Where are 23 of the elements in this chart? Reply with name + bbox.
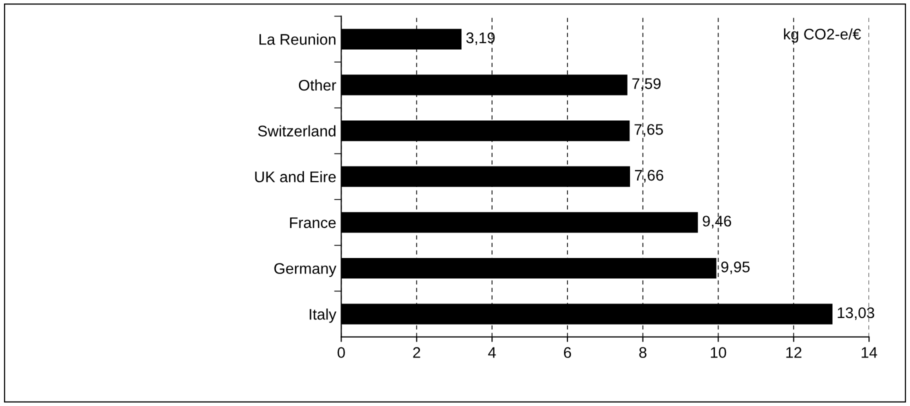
data-label: 3,19	[466, 32, 495, 46]
x-tick-label: 14	[862, 347, 878, 358]
y-tick-label: Italy	[310, 308, 336, 323]
data-label: 7,65	[634, 124, 663, 137]
x-tick-label: 0	[338, 347, 345, 358]
y-tick-label: France	[290, 217, 336, 228]
y-tick-label: Switzerland	[258, 125, 336, 136]
annotation: kg CO2-e/€	[784, 28, 861, 43]
x-tick-label: 2	[413, 347, 420, 358]
data-label: 9,46	[702, 216, 732, 228]
x-tick-label: 12	[786, 347, 802, 358]
x-tick-label: 8	[639, 347, 646, 358]
y-tick-label: Germany	[274, 263, 336, 277]
x-tick-label: 10	[710, 347, 726, 358]
data-label: 7,66	[634, 170, 664, 183]
data-label: 9,95	[721, 262, 750, 274]
y-tick-label: Other	[298, 79, 336, 91]
data-label: 13,03	[838, 307, 874, 320]
x-tick-label: 4	[488, 347, 496, 358]
y-tick-label: La Reunion	[260, 34, 336, 45]
x-tick-label: 6	[564, 347, 572, 358]
y-tick-label: UK and Eire	[255, 171, 336, 182]
data-label: 7,59	[632, 78, 661, 91]
